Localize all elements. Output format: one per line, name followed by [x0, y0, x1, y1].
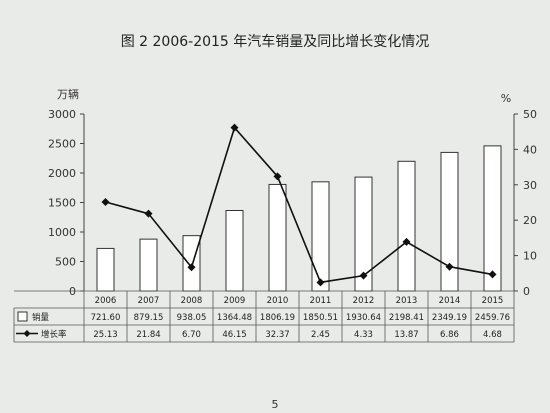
- x-tick-label: 2010: [267, 296, 289, 306]
- bar-sales: [311, 181, 330, 292]
- data-label-growth: 13.87: [394, 330, 418, 340]
- left-axis-unit: 万辆: [57, 87, 79, 101]
- right-tick-label: 0: [523, 285, 530, 298]
- left-tick-label: 3000: [48, 108, 76, 121]
- x-tick-label: 2011: [310, 296, 332, 306]
- data-label-growth: 21.84: [136, 330, 160, 340]
- bar-sales: [483, 145, 502, 292]
- x-tick-label: 2014: [439, 296, 461, 306]
- bar-sales: [225, 209, 244, 292]
- x-tick-label: 2015: [482, 296, 504, 306]
- growth-rate-point: [230, 123, 239, 132]
- data-label-sales: 2198.41: [389, 313, 424, 323]
- legend-growth-label: 增长率: [41, 329, 67, 340]
- data-label-sales: 879.15: [134, 313, 164, 323]
- data-label-sales: 1806.19: [260, 313, 295, 323]
- data-label-growth: 4.68: [483, 330, 502, 340]
- left-tick-label: 1000: [48, 226, 76, 239]
- left-tick-label: 2000: [48, 167, 76, 180]
- left-tick-label: 500: [55, 256, 76, 269]
- x-tick-label: 2007: [138, 296, 160, 306]
- growth-rate-point: [402, 237, 411, 246]
- data-label-sales: 938.05: [177, 313, 207, 323]
- growth-rate-line: [105, 126, 493, 284]
- right-tick-label: 30: [523, 179, 537, 192]
- growth-rate-point: [445, 262, 454, 271]
- right-tick-label: 10: [523, 250, 537, 263]
- x-tick-label: 2009: [224, 296, 246, 306]
- growth-rate-point: [101, 198, 110, 207]
- data-label-sales: 2349.19: [432, 313, 467, 323]
- growth-rate-point: [316, 278, 325, 287]
- data-label-growth: 2.45: [311, 330, 330, 340]
- growth-rate-point: [187, 263, 196, 272]
- page-number: 5: [272, 398, 279, 411]
- data-label-sales: 721.60: [91, 313, 121, 323]
- x-tick-label: 2006: [95, 296, 117, 306]
- right-tick-label: 40: [523, 143, 537, 156]
- data-label-sales: 2459.76: [475, 313, 510, 323]
- data-label-growth: 32.37: [265, 330, 289, 340]
- right-axis-unit: %: [501, 92, 511, 105]
- right-tick-label: 20: [523, 214, 537, 227]
- bar-sales: [397, 160, 416, 292]
- growth-rate-point: [488, 270, 497, 279]
- growth-rate-point: [144, 209, 153, 218]
- bar-sales: [96, 247, 115, 292]
- bar-sales: [139, 238, 158, 292]
- chart-title: 图 2 2006-2015 年汽车销量及同比增长变化情况: [121, 33, 430, 50]
- legend-bar-swatch: [17, 311, 28, 322]
- left-tick-label: 0: [69, 285, 76, 298]
- data-label-growth: 6.70: [182, 330, 201, 340]
- left-tick-label: 2500: [48, 138, 76, 151]
- data-label-growth: 6.86: [440, 330, 459, 340]
- legend-sales-label: 销量: [32, 312, 50, 323]
- bar-sales: [268, 183, 287, 292]
- right-tick-label: 50: [523, 108, 537, 121]
- growth-rate-point: [359, 271, 368, 280]
- data-label-growth: 46.15: [222, 330, 246, 340]
- growth-rate-point: [273, 172, 282, 181]
- x-tick-label: 2013: [396, 296, 418, 306]
- legend-line-marker: [23, 330, 31, 337]
- data-label-sales: 1850.51: [303, 313, 338, 323]
- data-label-sales: 1930.64: [346, 313, 381, 323]
- data-label-growth: 4.33: [354, 330, 373, 340]
- data-label-growth: 25.13: [93, 330, 117, 340]
- x-tick-label: 2012: [353, 296, 375, 306]
- x-tick-label: 2008: [181, 296, 203, 306]
- left-tick-label: 1500: [48, 197, 76, 210]
- data-label-sales: 1364.48: [217, 313, 252, 323]
